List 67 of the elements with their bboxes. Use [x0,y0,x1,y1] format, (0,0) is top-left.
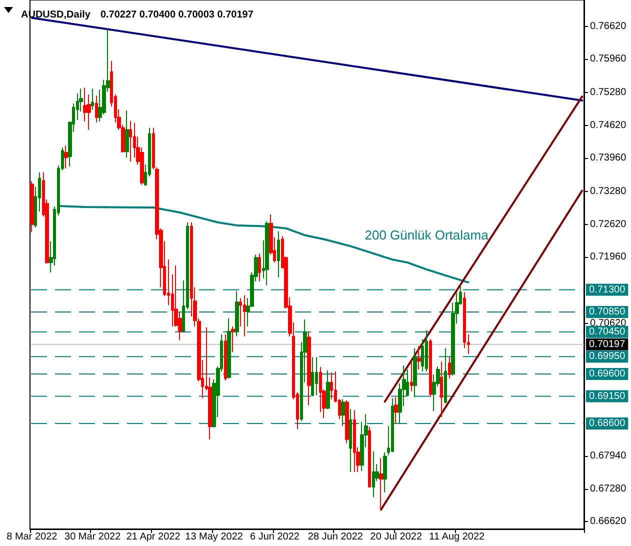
candlestick [349,408,352,473]
candlestick [235,290,239,337]
series-label: 200 Günlük Ortalama [364,227,490,242]
candlestick [394,396,398,424]
text: 0.70227 0.70400 0.70003 0.70197 [100,10,254,20]
y-tick-label: 0.72620 [590,218,627,230]
candlestick [311,356,314,397]
candlestick [243,294,246,337]
ref-line-label: 0.70850 [589,306,626,318]
y-tick-label: 0.73960 [590,152,627,164]
x-tick-label: 20 Jul 2022 [370,532,422,542]
candlestick [429,338,432,397]
y-tick-label: 0.67280 [590,483,627,494]
ref-line-label: 0.69950 [589,351,626,362]
ref-line-label: 0.70197 [589,338,626,350]
candlestick [345,400,349,444]
y-tick-label: 0.71960 [590,252,627,263]
candlestick [425,330,428,372]
candlestick [64,145,68,169]
ref-line-label: 0.68600 [589,418,626,429]
ref-line-label: 0.69150 [589,390,626,402]
candlestick [258,253,261,282]
x-tick-label: 8 Mar 2022 [6,532,58,542]
candlestick [341,398,345,426]
candlestick [410,361,413,392]
candlestick [91,88,94,110]
candlestick [265,220,269,286]
y-tick-label: 0.70620 [590,318,627,329]
candlestick [315,356,318,396]
x-tick-label: 6 Jun 2022 [250,532,300,542]
x-tick-label: 30 Mar 2022 [64,532,122,542]
candlestick [448,356,451,379]
x-tick-label: 21 Apr 2022 [126,532,181,542]
candlestick [330,372,333,400]
candlestick [383,452,387,493]
y-tick-label: 0.74620 [590,120,627,131]
candlestick [444,348,447,404]
y-tick-label: 0.73280 [590,186,627,198]
candlestick [379,458,383,511]
candlestick [231,326,235,353]
candlestick [353,410,356,473]
candlestick [326,370,330,410]
y-tick-label: 0.75960 [590,53,627,64]
candlestick [224,334,227,381]
candlestick [368,426,371,488]
y-tick-label: 0.75280 [590,87,627,98]
candlestick [125,110,129,158]
x-tick-label: 11 Aug 2022 [429,532,486,542]
candlestick [95,95,98,123]
candlestick [30,180,34,233]
candlestick [372,450,375,498]
ref-line-label: 0.69600 [589,368,626,380]
candlestick [417,346,421,370]
ref-line-label: 0.70450 [589,326,626,338]
y-tick-label: 0.66620 [590,516,627,528]
ref-line-label: 0.71300 [589,284,626,296]
y-tick-label: 0.76620 [590,20,627,32]
y-tick-label: 0.67940 [590,450,627,462]
candlestick [440,361,443,418]
candlestick [129,120,132,162]
candlestick [391,398,394,453]
candlestick [277,230,280,278]
x-tick-label: 13 May 2022 [185,532,244,542]
x-tick-label: 28 Jun 2022 [308,532,364,542]
candlestick [413,348,417,398]
candlestick [307,332,311,406]
candlestick [227,318,231,379]
